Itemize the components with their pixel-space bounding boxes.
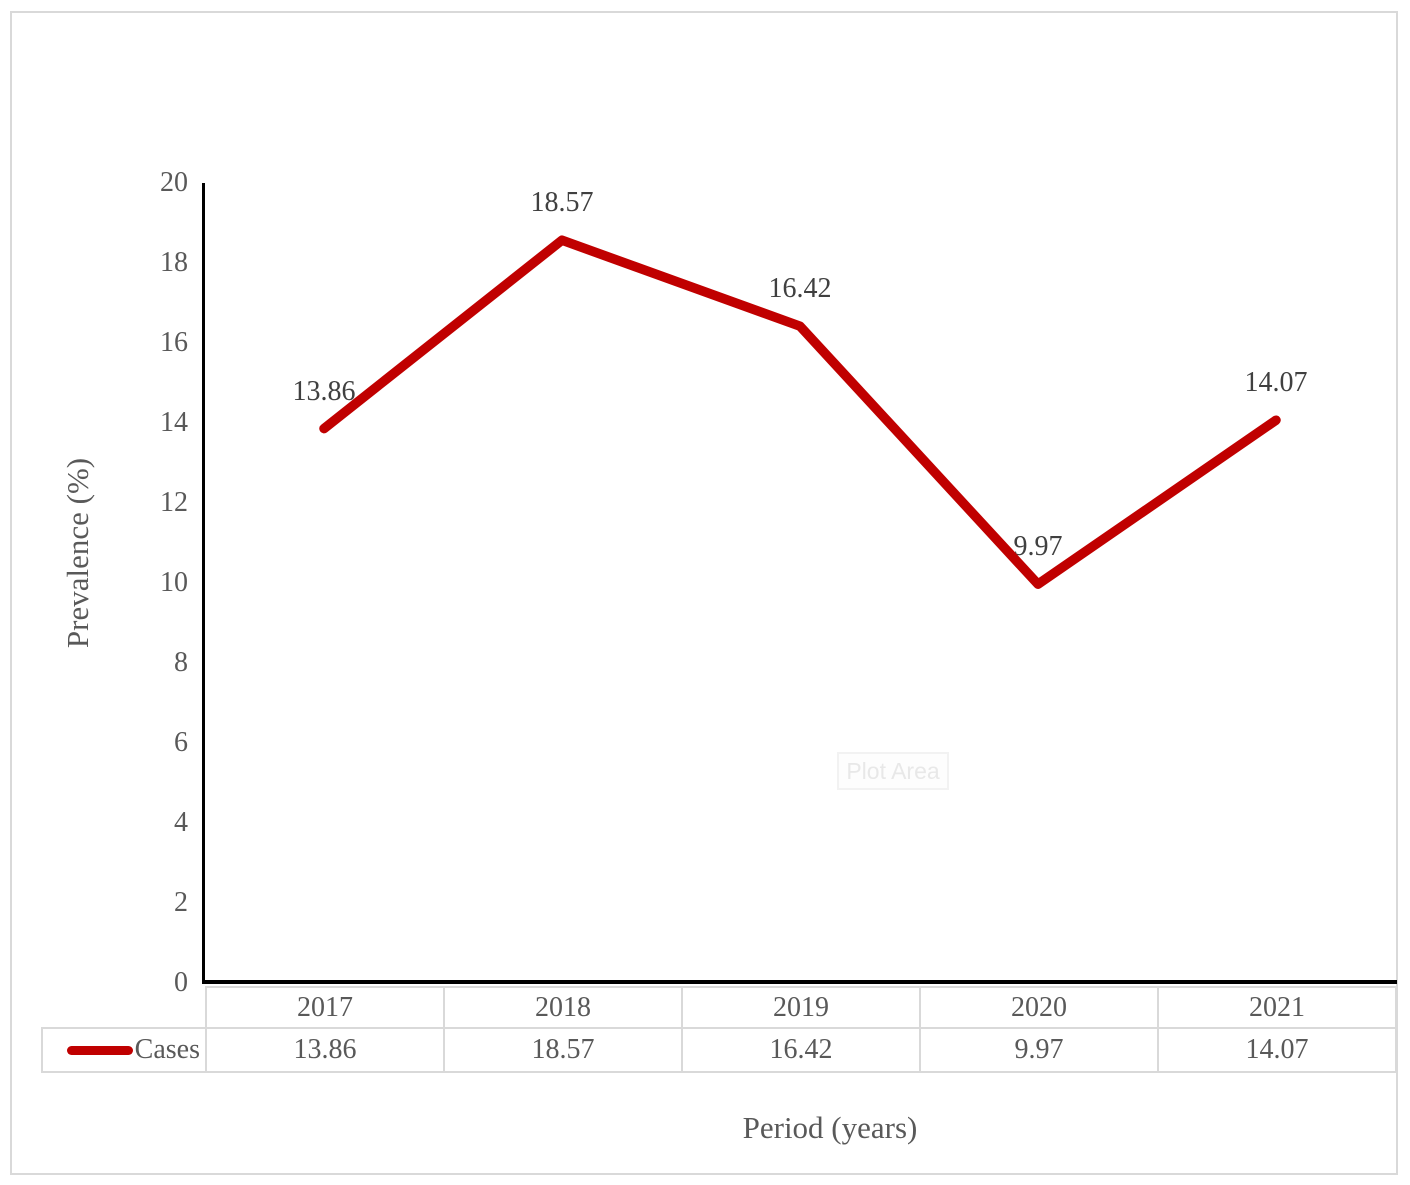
table-value-cell[interactable]: 13.86 (205, 1027, 445, 1073)
y-axis-tick-label[interactable]: 14 (160, 407, 188, 438)
y-axis-tick-label[interactable]: 12 (160, 487, 188, 518)
y-axis-tick-label[interactable]: 18 (160, 247, 188, 278)
y-axis-tick-label[interactable]: 8 (174, 647, 188, 678)
data-point-label[interactable]: 16.42 (768, 273, 832, 305)
table-year-cell[interactable]: 2021 (1157, 986, 1397, 1029)
series-line-swatch-icon (66, 1045, 133, 1055)
table-value-cell[interactable]: 9.97 (919, 1027, 1159, 1073)
table-year-cell[interactable]: 2020 (919, 986, 1159, 1029)
table-spacer-cell (42, 987, 207, 1029)
y-axis-tick-label[interactable]: 4 (174, 807, 188, 838)
legend-label: Cases (134, 1034, 200, 1065)
data-point-label[interactable]: 9.97 (1013, 531, 1063, 563)
y-axis-tick-label[interactable]: 20 (160, 167, 188, 198)
y-axis-tick-label[interactable]: 16 (160, 327, 188, 358)
table-year-cell[interactable]: 2018 (443, 986, 683, 1029)
y-axis-line[interactable] (202, 183, 205, 984)
table-value-cell[interactable]: 14.07 (1157, 1027, 1397, 1073)
y-axis-tick-label[interactable]: 2 (174, 887, 188, 918)
table-value-cell[interactable]: 16.42 (681, 1027, 921, 1073)
table-year-cell[interactable]: 2017 (205, 986, 445, 1029)
table-year-cell[interactable]: 2019 (681, 986, 921, 1029)
table-years-row: 2017 2018 2019 2020 2021 (42, 986, 1397, 1029)
table-values-row: Cases 13.86 18.57 16.42 9.97 14.07 (41, 1027, 1397, 1073)
data-point-label[interactable]: 14.07 (1244, 367, 1308, 399)
legend-cell[interactable]: Cases (41, 1027, 207, 1073)
plot-area-tooltip: Plot Area (837, 752, 949, 790)
data-point-label[interactable]: 13.86 (292, 375, 356, 407)
y-axis-tick-label[interactable]: 10 (160, 567, 188, 598)
table-value-cell[interactable]: 18.57 (443, 1027, 683, 1073)
data-point-label[interactable]: 18.57 (530, 187, 594, 219)
y-axis-tick-label[interactable]: 6 (174, 727, 188, 758)
x-axis-title[interactable]: Period (years) (742, 1110, 918, 1145)
data-table[interactable]: 2017 2018 2019 2020 2021 Cases 13.86 18.57 16.… (41, 986, 1397, 1073)
x-axis-line[interactable] (202, 980, 1397, 984)
